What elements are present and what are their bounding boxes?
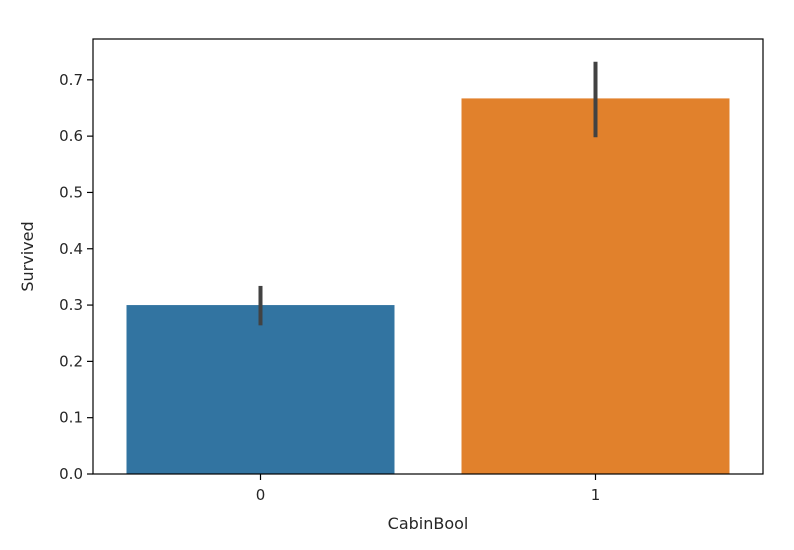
y-tick-label: 0.7	[59, 71, 83, 89]
y-tick-label: 0.4	[59, 240, 83, 258]
x-axis-label: CabinBool	[388, 514, 469, 533]
x-tick-label: 0	[256, 486, 266, 504]
y-tick-label: 0.3	[59, 296, 83, 314]
y-tick-label: 0.1	[59, 409, 83, 427]
plot-frame	[92, 38, 764, 475]
y-axis-label: Survived	[18, 221, 37, 291]
y-tick-label: 0.6	[59, 127, 83, 145]
error-bars-group	[258, 61, 598, 326]
bar-0	[126, 305, 395, 474]
y-tick-label: 0.2	[59, 352, 83, 370]
y-tick-label: 0.0	[59, 465, 83, 483]
y-tick-label: 0.5	[59, 183, 83, 201]
x-tick-label: 1	[591, 486, 601, 504]
bar-1	[461, 98, 730, 474]
y-axis-ticks: 0.0 0.1 0.2 0.3 0.4 0.5 0.6 0.7	[59, 71, 93, 483]
bars-group	[126, 98, 730, 474]
